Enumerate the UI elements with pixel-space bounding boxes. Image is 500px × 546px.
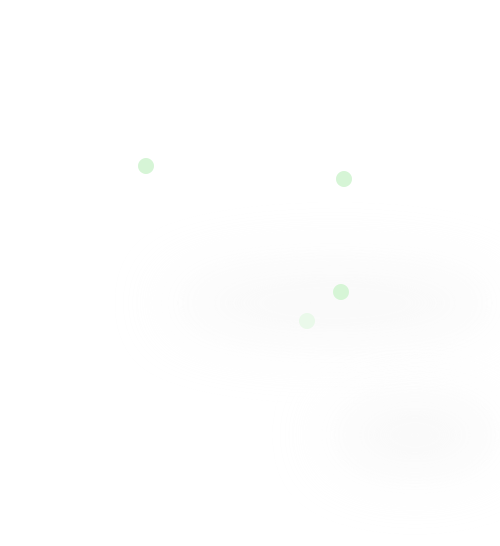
green-dot[interactable] xyxy=(299,313,315,329)
green-dot[interactable] xyxy=(138,158,154,174)
background-haze xyxy=(330,400,500,470)
background-haze xyxy=(170,268,500,338)
green-dot[interactable] xyxy=(333,284,349,300)
green-dot[interactable] xyxy=(336,171,352,187)
